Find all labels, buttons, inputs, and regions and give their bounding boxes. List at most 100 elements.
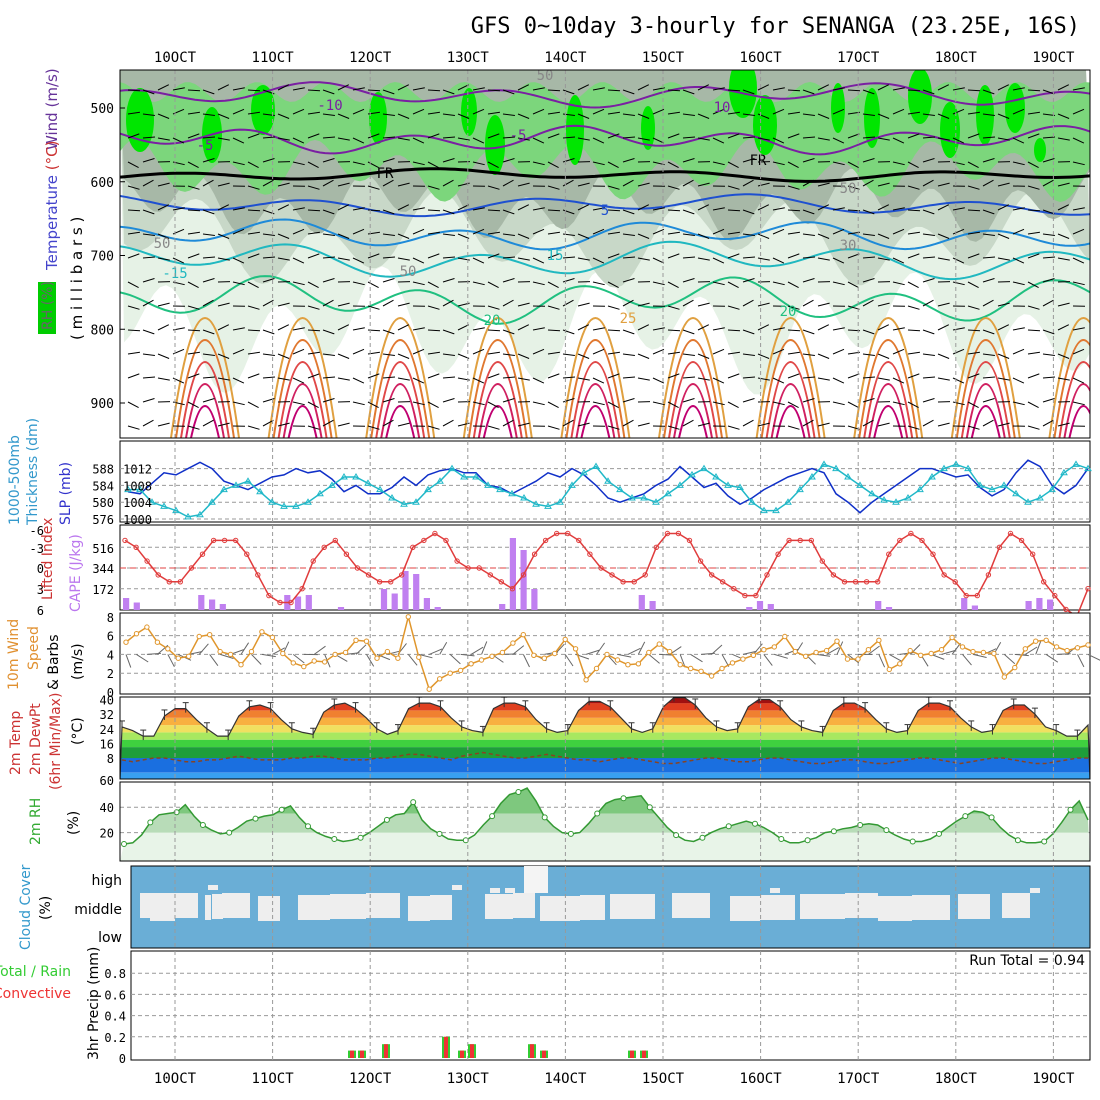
wind-barb — [607, 209, 621, 212]
contour-warm-lobe — [170, 317, 240, 438]
wind-barb — [157, 204, 170, 211]
wind-barb — [142, 329, 155, 335]
wind-barb — [322, 158, 335, 163]
rh-marker — [962, 813, 969, 820]
wind-barb — [847, 425, 860, 430]
wind-barb — [952, 87, 965, 91]
slp-marker — [868, 489, 876, 497]
wind-barb — [547, 253, 560, 259]
cloud-middle-block — [485, 894, 513, 919]
wind-barb — [367, 373, 380, 379]
wind-barb — [1042, 136, 1056, 139]
li-marker — [886, 551, 892, 557]
rh-marker — [1041, 838, 1048, 845]
wind-barb — [217, 377, 230, 381]
wind-speed-line — [120, 613, 1100, 694]
wind-marker — [426, 686, 432, 692]
surface-wind-barb — [125, 654, 132, 668]
wind-barb — [652, 401, 665, 406]
label-convective: Convective — [0, 986, 71, 1002]
cloud-level-middle: middle — [74, 902, 122, 918]
precip-tick: 0.4 — [104, 1010, 126, 1024]
wind-barb — [937, 204, 950, 211]
wind-barb — [877, 137, 890, 141]
cape-bar — [520, 550, 527, 610]
wind-barb — [682, 89, 695, 95]
cape-bar — [638, 595, 645, 610]
wind-barb — [1012, 401, 1025, 406]
slp-marker — [124, 485, 132, 493]
wind-barb — [922, 299, 934, 307]
wind-barb — [262, 158, 275, 163]
precip-conv-bar — [542, 1050, 546, 1058]
rh-marker — [646, 804, 653, 811]
wind-barb — [217, 233, 230, 239]
surface-wind-barb — [209, 654, 219, 666]
wind-barb — [382, 136, 396, 139]
rh-tick: 20 — [100, 827, 114, 841]
wind-barb — [637, 257, 650, 261]
wind-barb — [142, 256, 156, 259]
cloud-middle-block — [1002, 893, 1030, 918]
wind-barb — [202, 329, 215, 335]
slp-marker — [424, 485, 432, 493]
wind-barb — [127, 373, 140, 379]
surface-wind-barb — [188, 651, 203, 655]
wind-barb — [772, 348, 785, 355]
contour-label: 25 — [620, 311, 637, 327]
wind-barb — [1072, 281, 1085, 286]
contour-warm-lobe — [477, 383, 518, 438]
wind-barb — [487, 111, 500, 115]
cape-bar — [649, 601, 656, 610]
wind-barb — [322, 179, 334, 187]
wind-barb — [532, 228, 545, 235]
surface-wind-barb — [407, 654, 418, 666]
surface-wind-barb — [418, 653, 433, 659]
cloud-middle-block — [513, 893, 535, 918]
slp-marker — [220, 485, 228, 493]
wind-barb — [892, 207, 905, 211]
slp-marker — [892, 498, 900, 505]
wind-barb — [757, 257, 770, 261]
wind-barb — [757, 422, 770, 427]
wind-barb — [637, 204, 650, 211]
x-label-top: 14OCT — [544, 50, 587, 66]
wind-barb — [472, 228, 485, 235]
slp-marker — [316, 489, 324, 497]
wind-barb — [292, 161, 305, 166]
wind-barb — [742, 398, 755, 403]
wind-barb — [1072, 228, 1085, 235]
wind-barb — [907, 253, 920, 259]
surface-wind-barb — [439, 642, 448, 655]
contour-temp-15 — [120, 240, 1090, 281]
wind-barb — [967, 281, 979, 289]
wind-barb — [847, 373, 860, 379]
rh-axis: 40 20 — [100, 801, 114, 840]
wind-barb — [442, 158, 455, 163]
wind-barb — [712, 228, 725, 235]
li-marker — [930, 551, 936, 557]
wind-barb — [487, 209, 501, 212]
wind-barb — [307, 329, 321, 332]
wind-marker — [353, 637, 359, 643]
lifted-index-line — [124, 532, 1089, 618]
wind-barb — [817, 182, 830, 187]
wind-barb — [967, 401, 979, 409]
slp-marker — [136, 485, 144, 493]
slp-marker — [232, 481, 240, 488]
cloud-middle-block — [912, 895, 950, 920]
wind-barb — [172, 207, 185, 211]
wind-marker — [447, 670, 453, 676]
li-marker — [908, 530, 914, 537]
rh-marker — [357, 834, 364, 841]
thickness-tick: 588 — [92, 463, 114, 477]
wind-barb — [667, 351, 680, 355]
wind-barb — [937, 324, 950, 331]
wind-barb — [322, 419, 334, 427]
surface-wind-barb — [251, 654, 262, 665]
wind-barb — [127, 209, 141, 212]
cloud-cover-panel: high middle low Cloud Cover (%) — [18, 864, 1091, 950]
wind-barb — [892, 228, 905, 235]
wind-barb — [1057, 302, 1070, 307]
